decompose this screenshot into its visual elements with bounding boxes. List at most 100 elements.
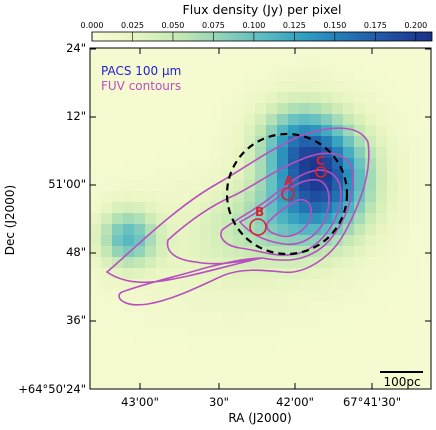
heatmap-pixel (233, 114, 245, 126)
heatmap-pixel (145, 213, 157, 225)
heatmap-pixel (288, 279, 300, 291)
heatmap-pixel (167, 301, 179, 313)
heatmap-pixel (167, 268, 179, 280)
heatmap-pixel (189, 301, 201, 313)
heatmap-pixel (156, 70, 168, 82)
heatmap-pixel (310, 191, 322, 203)
heatmap-pixel (123, 301, 135, 313)
heatmap-pixel (288, 290, 300, 302)
heatmap-pixel (365, 136, 377, 148)
heatmap-pixel (123, 103, 135, 115)
heatmap-image (90, 48, 431, 389)
heatmap-pixel (145, 378, 157, 389)
heatmap-pixel (321, 367, 333, 379)
heatmap-pixel (332, 323, 344, 335)
heatmap-pixel (178, 246, 190, 258)
heatmap-pixel (277, 81, 289, 93)
heatmap-pixel (233, 191, 245, 203)
heatmap-pixel (178, 235, 190, 247)
heatmap-pixel (233, 356, 245, 368)
heatmap-pixel (189, 48, 201, 60)
heatmap-pixel (145, 180, 157, 192)
heatmap-pixel (90, 81, 102, 93)
heatmap-pixel (200, 59, 212, 71)
heatmap-pixel (332, 158, 344, 170)
heatmap-pixel (321, 125, 333, 137)
heatmap-pixel (387, 59, 399, 71)
heatmap-pixel (288, 356, 300, 368)
heatmap-pixel (387, 246, 399, 258)
heatmap-pixel (189, 257, 201, 269)
heatmap-pixel (343, 367, 355, 379)
heatmap-pixel (277, 268, 289, 280)
heatmap-pixel (420, 367, 431, 379)
heatmap-pixel (354, 103, 366, 115)
heatmap-pixel (420, 191, 431, 203)
heatmap-pixel (409, 59, 421, 71)
heatmap-pixel (156, 202, 168, 214)
heatmap-pixel (244, 48, 256, 60)
y-axis-label: Dec (J2000) (3, 185, 17, 255)
heatmap-pixel (255, 202, 267, 214)
heatmap-pixel (244, 169, 256, 181)
heatmap-pixel (90, 367, 102, 379)
heatmap-pixel (365, 290, 377, 302)
heatmap-pixel (321, 301, 333, 313)
heatmap-pixel (354, 257, 366, 269)
heatmap-pixel (255, 378, 267, 389)
heatmap-pixel (156, 356, 168, 368)
heatmap-pixel (211, 92, 223, 104)
heatmap-pixel (376, 114, 388, 126)
heatmap-pixel (156, 147, 168, 159)
contour-4 (238, 178, 330, 246)
heatmap-pixel (255, 48, 267, 60)
heatmap-pixel (310, 202, 322, 214)
heatmap-pixel (211, 246, 223, 258)
ytick-label-4: 12" (66, 109, 86, 123)
heatmap-pixel (409, 114, 421, 126)
heatmap-pixel (211, 334, 223, 346)
heatmap-pixel (376, 345, 388, 357)
heatmap-pixel (156, 191, 168, 203)
heatmap-pixel (321, 279, 333, 291)
heatmap-pixel (101, 301, 113, 313)
heatmap-pixel (156, 378, 168, 389)
heatmap-pixel (178, 279, 190, 291)
heatmap-pixel (266, 367, 278, 379)
heatmap-pixel (299, 290, 311, 302)
heatmap-pixel (233, 59, 245, 71)
heatmap-pixel (288, 257, 300, 269)
heatmap-pixel (409, 345, 421, 357)
heatmap-pixel (332, 125, 344, 137)
heatmap-pixel (277, 202, 289, 214)
heatmap-pixel (387, 301, 399, 313)
heatmap-pixel (134, 70, 146, 82)
heatmap-pixel (365, 81, 377, 93)
heatmap-pixel (354, 323, 366, 335)
heatmap-pixel (354, 345, 366, 357)
heatmap-pixel (167, 312, 179, 324)
heatmap-pixel (376, 257, 388, 269)
heatmap-pixel (310, 114, 322, 126)
heatmap-pixel (398, 257, 410, 269)
heatmap-pixel (409, 235, 421, 247)
scalebar-label: 100pc (383, 375, 420, 389)
heatmap-pixel (123, 235, 135, 247)
heatmap-pixel (211, 125, 223, 137)
heatmap-pixel (354, 268, 366, 280)
heatmap-pixel (354, 59, 366, 71)
heatmap-pixel (145, 114, 157, 126)
heatmap-pixel (266, 356, 278, 368)
heatmap-pixel (343, 345, 355, 357)
heatmap-pixel (123, 334, 135, 346)
heatmap-pixel (222, 290, 234, 302)
heatmap-pixel (123, 81, 135, 93)
heatmap-pixel (123, 290, 135, 302)
heatmap-pixel (387, 323, 399, 335)
heatmap-pixel (299, 224, 311, 236)
heatmap-pixel (376, 213, 388, 225)
heatmap-pixel (299, 213, 311, 225)
heatmap-pixel (277, 59, 289, 71)
heatmap-pixel (343, 279, 355, 291)
heatmap-pixel (332, 290, 344, 302)
